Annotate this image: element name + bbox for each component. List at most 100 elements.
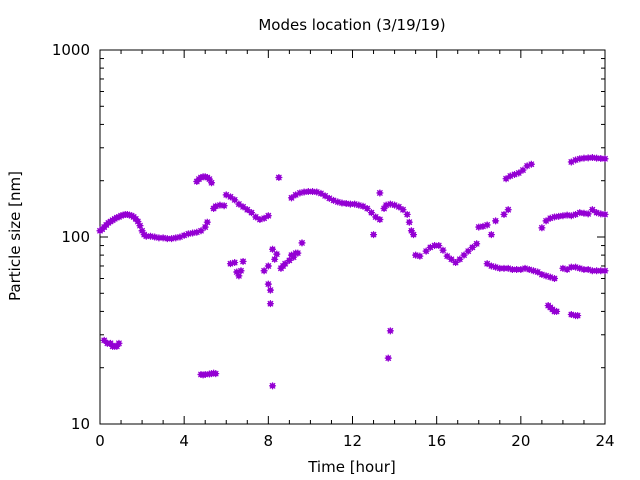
y-tick-label: 10 [71, 415, 90, 433]
data-point [134, 218, 142, 226]
data-point [281, 260, 289, 268]
data-point [588, 154, 596, 162]
data-point [527, 160, 535, 168]
data-point [580, 209, 588, 217]
data-point [138, 227, 146, 235]
data-point [222, 191, 230, 199]
data-point [231, 196, 239, 204]
data-point [403, 210, 411, 218]
data-point [460, 251, 468, 259]
data-point [487, 231, 495, 239]
data-point [155, 234, 163, 242]
x-tick-label: 8 [264, 432, 274, 450]
data-point [580, 266, 588, 274]
x-tick-label: 20 [511, 432, 530, 450]
data-point [359, 202, 367, 210]
data-point [248, 209, 255, 217]
data-point [601, 210, 609, 218]
data-point [534, 268, 542, 276]
data-point [273, 250, 281, 258]
x-tick-label: 4 [179, 432, 189, 450]
data-point [431, 242, 439, 250]
data-point [201, 370, 209, 378]
data-point [551, 213, 558, 221]
data-point [342, 200, 350, 208]
data-point [464, 247, 472, 255]
data-point [367, 209, 375, 217]
data-point [456, 255, 464, 263]
data-point [275, 174, 283, 182]
data-point [407, 227, 415, 235]
data-point [309, 188, 317, 196]
data-point [317, 189, 325, 197]
data-point [588, 206, 596, 214]
data-point [483, 260, 491, 268]
data-point [513, 266, 521, 274]
data-point [515, 169, 523, 177]
data-point [443, 252, 451, 260]
data-point [551, 274, 558, 282]
data-point [235, 272, 243, 280]
data-point [370, 231, 378, 239]
data-point [584, 154, 592, 162]
data-point [231, 259, 239, 267]
data-point [563, 211, 571, 219]
data-point [597, 154, 605, 162]
data-point [290, 253, 298, 261]
data-point [346, 200, 354, 208]
data-point [197, 227, 205, 235]
data-point [239, 203, 247, 211]
data-point [452, 259, 460, 267]
data-point [395, 203, 403, 211]
data-point [496, 264, 504, 272]
data-point [553, 307, 561, 315]
data-point [597, 210, 605, 218]
data-point [601, 267, 609, 275]
data-point [252, 213, 260, 221]
data-point [473, 240, 481, 248]
data-point [447, 255, 455, 263]
axis-ticks [99, 49, 606, 425]
data-point [399, 206, 407, 214]
data-point [201, 223, 209, 231]
data-point [559, 212, 567, 220]
data-point [555, 212, 563, 220]
data-point [508, 266, 516, 274]
data-point [260, 214, 268, 222]
data-point [372, 213, 380, 221]
data-point [576, 209, 584, 217]
data-point [269, 382, 277, 390]
data-points [96, 154, 609, 390]
data-point [519, 166, 527, 174]
data-point [601, 155, 609, 163]
data-point [542, 217, 550, 225]
data-point [266, 286, 274, 294]
data-point [538, 224, 546, 232]
data-point [285, 256, 293, 264]
data-point [208, 179, 216, 187]
data-point [502, 175, 510, 183]
data-point [136, 222, 144, 230]
data-point [468, 243, 476, 251]
data-point [212, 370, 220, 378]
data-point [163, 235, 171, 243]
data-point [298, 239, 306, 247]
data-point [271, 255, 279, 263]
data-point [567, 263, 575, 271]
x-tick-label: 16 [427, 432, 446, 450]
x-tick-label: 0 [95, 432, 105, 450]
y-tick-label: 1000 [52, 41, 90, 59]
data-point [405, 218, 413, 226]
data-point [203, 218, 211, 226]
data-point [294, 249, 302, 257]
data-point [325, 194, 333, 202]
x-tick-label: 12 [343, 432, 362, 450]
data-point [422, 247, 430, 255]
x-tick-label: 24 [595, 432, 614, 450]
data-point [363, 205, 371, 213]
data-point [574, 312, 582, 320]
data-point [243, 206, 251, 214]
data-point [500, 264, 508, 272]
data-point [384, 354, 392, 362]
data-point [260, 267, 268, 275]
